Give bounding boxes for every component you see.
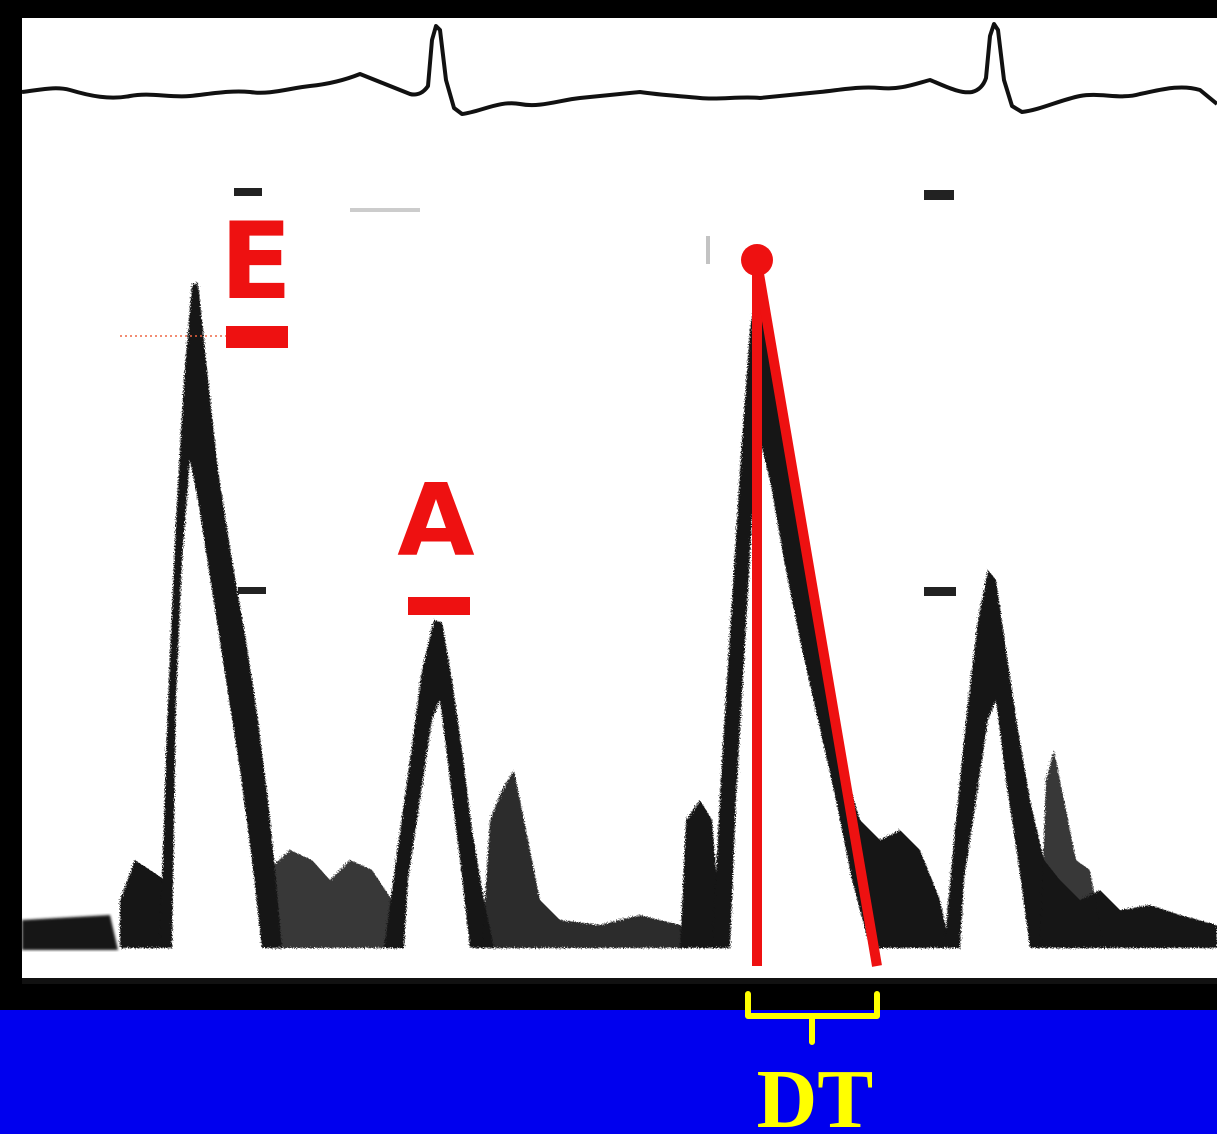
filling-scatter — [268, 850, 392, 948]
e-wave-label: E — [220, 200, 292, 323]
baseline-band — [22, 915, 118, 950]
dt-caption: DT — [756, 1053, 874, 1134]
doppler-spectrum-figure: E A — [21, 18, 1217, 984]
scale-tick — [924, 587, 956, 596]
dt-bracket-icon — [745, 991, 880, 1045]
faint-mark — [706, 236, 710, 264]
e-wave-beat-1 — [160, 282, 282, 948]
e-wave-beat-2 — [712, 290, 950, 948]
post-a-scatter — [1040, 750, 1104, 948]
dt-deceleration-slope-line — [752, 261, 882, 967]
faint-mark — [350, 208, 420, 212]
scale-tick — [238, 587, 266, 594]
a-wave-label: A — [397, 462, 474, 579]
ecg-trace — [21, 22, 1217, 116]
scale-tick — [234, 188, 262, 196]
baseline-band — [120, 860, 172, 948]
a-wave-beat-1 — [384, 620, 494, 948]
a-wave-marker — [408, 597, 470, 615]
baseline — [22, 978, 1217, 984]
baseline-band — [680, 800, 722, 948]
doppler-spectrum — [22, 282, 1217, 950]
e-wave-marker — [226, 326, 288, 348]
peak-marker-icon — [741, 244, 773, 276]
post-a-scatter — [482, 770, 700, 948]
scale-tick — [924, 190, 954, 200]
